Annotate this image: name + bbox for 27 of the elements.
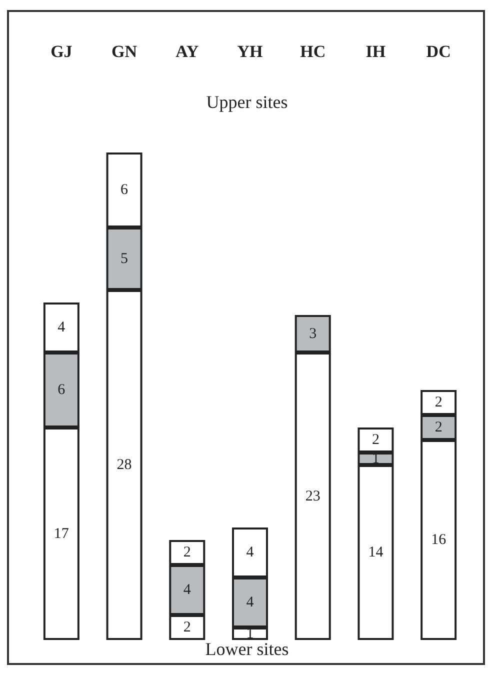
data-label: 6 bbox=[58, 382, 66, 398]
data-label: 4 bbox=[183, 582, 192, 598]
data-label: 17 bbox=[54, 526, 70, 542]
data-label: 16 bbox=[431, 532, 447, 548]
x-tick-label: AY bbox=[176, 42, 199, 61]
x-tick-label: YH bbox=[237, 42, 263, 61]
x-tick-label: DC bbox=[426, 42, 451, 61]
data-label: 6 bbox=[120, 182, 129, 198]
data-label: 5 bbox=[120, 250, 128, 267]
data-label: 2 bbox=[372, 432, 380, 448]
data-label: 4 bbox=[246, 594, 254, 610]
data-label: 23 bbox=[305, 488, 320, 504]
x-tick-label: IH bbox=[366, 42, 386, 61]
data-label: 2 bbox=[434, 394, 442, 410]
text: Upper sites bbox=[206, 92, 288, 112]
annotation: Lower sites bbox=[205, 639, 289, 659]
x-tick-label: GJ bbox=[50, 42, 73, 61]
data-label: 2 bbox=[434, 420, 442, 436]
data-label: 3 bbox=[309, 326, 317, 342]
data-label: 28 bbox=[116, 457, 132, 473]
data-label: 2 bbox=[183, 544, 191, 560]
data-label: 14 bbox=[368, 544, 384, 560]
x-tick-label: HC bbox=[300, 42, 326, 61]
data-label: 2 bbox=[183, 620, 191, 636]
x-tick-label: GN bbox=[112, 42, 138, 61]
data-label: 4 bbox=[246, 544, 254, 560]
data-label: 4 bbox=[58, 320, 66, 336]
